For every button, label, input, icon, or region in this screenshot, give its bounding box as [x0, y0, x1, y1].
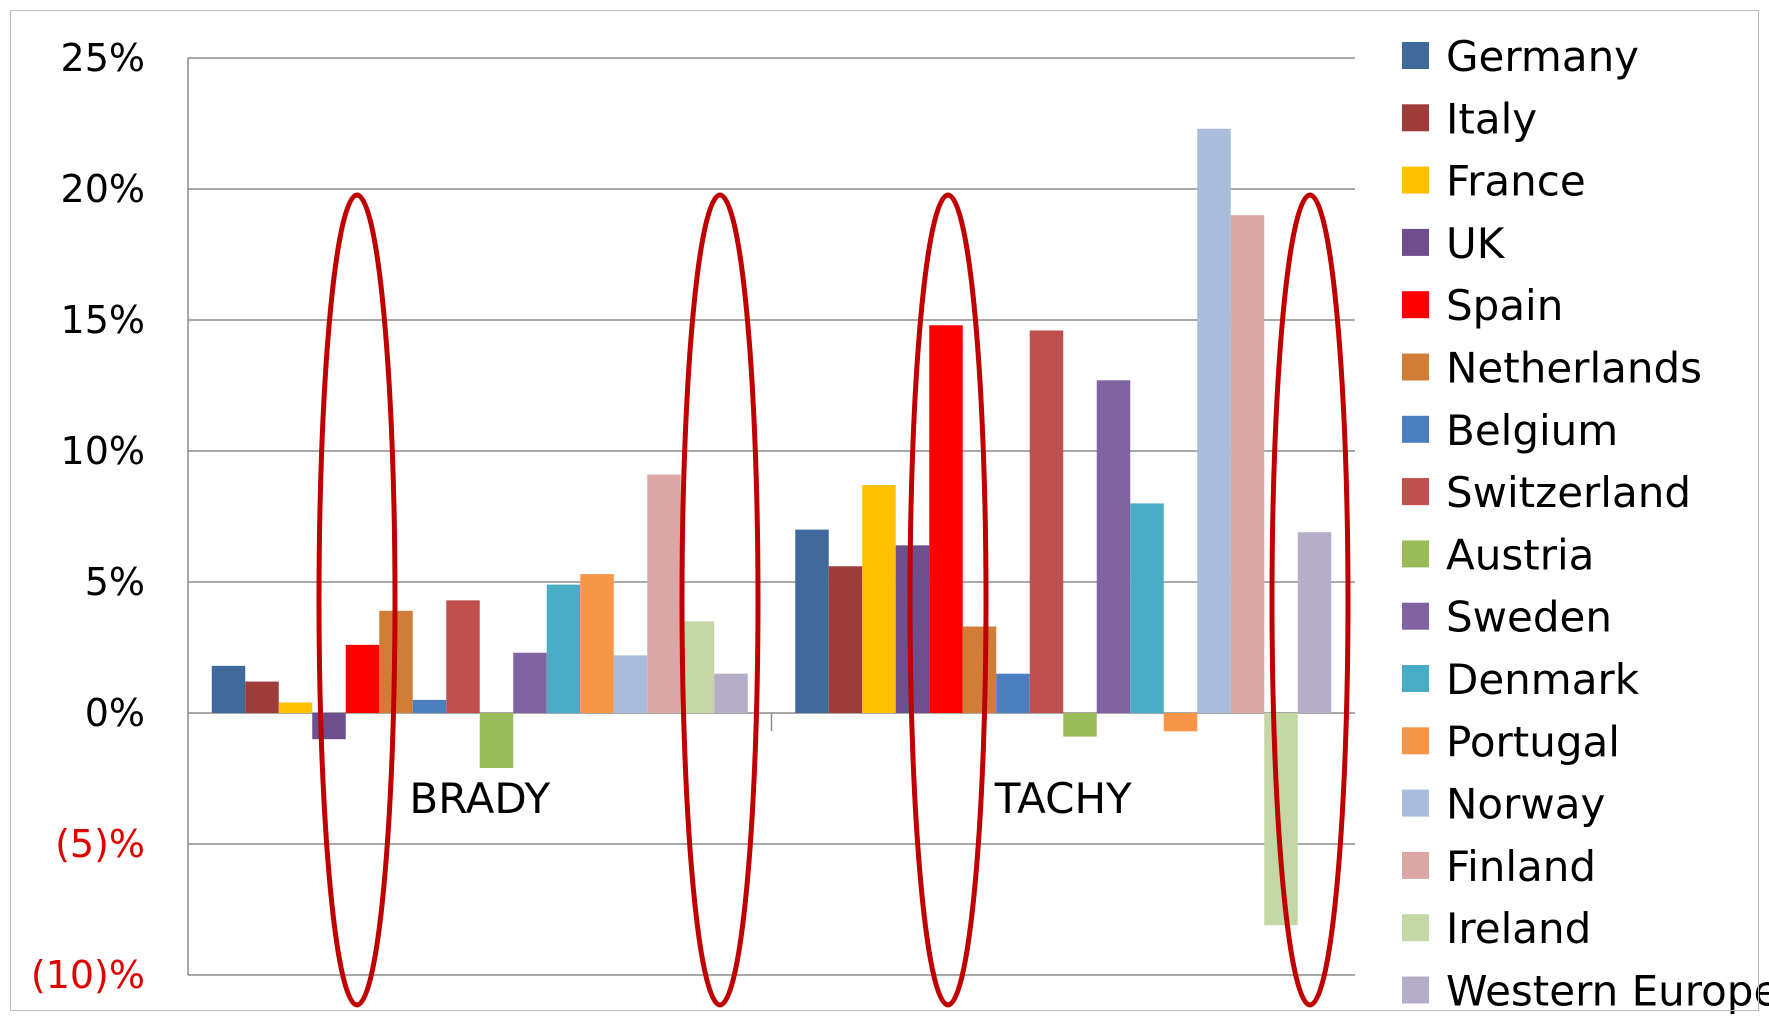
bar-tachy-switzerland — [1029, 330, 1064, 713]
bar-brady-austria — [479, 713, 514, 769]
legend-label: Switzerland — [1446, 468, 1691, 517]
bar-brady-uk — [312, 713, 346, 740]
bar-brady-france — [278, 702, 313, 713]
legend-swatch — [1402, 976, 1429, 1004]
bar-brady-switzerland — [446, 600, 480, 713]
legend-label: Finland — [1446, 842, 1596, 891]
gridlines — [187, 57, 1355, 976]
legend-swatch — [1402, 104, 1429, 132]
legend-label: France — [1446, 157, 1586, 206]
bar-brady-ireland — [680, 621, 715, 713]
y-tick-label: (10)% — [31, 953, 145, 997]
y-tick-label: 25% — [61, 36, 145, 80]
bar-brady-italy — [245, 681, 279, 713]
legend-label: Denmark — [1446, 655, 1640, 704]
bar-brady-norway — [613, 655, 648, 713]
highlight-ellipse-1 — [316, 192, 398, 1008]
bar-brady-denmark — [546, 584, 581, 713]
bar-brady-belgium — [412, 699, 447, 713]
bar-tachy-france — [862, 485, 896, 713]
legend-swatch — [1402, 166, 1429, 194]
legend-label: Austria — [1446, 530, 1594, 579]
legend-swatch — [1402, 727, 1429, 755]
legend-swatch — [1402, 789, 1429, 817]
legend-label: Portugal — [1446, 717, 1620, 766]
y-axis-ticks: 25% 20% 15% 10% 5% 0% (5)% (10)% — [31, 36, 145, 997]
legend-swatch — [1402, 415, 1429, 443]
legend-swatch — [1402, 602, 1429, 630]
highlight-ellipse-2 — [679, 192, 761, 1008]
legend-label: Belgium — [1446, 406, 1618, 455]
bar-tachy-netherlands — [962, 626, 997, 713]
bar-brady-germany — [211, 665, 246, 713]
bar-tachy-italy — [828, 566, 863, 713]
bar-tachy-portugal — [1163, 713, 1198, 732]
legend-label: Italy — [1446, 94, 1537, 143]
legend-label: Sweden — [1446, 593, 1612, 642]
y-tick-label: 10% — [61, 429, 145, 473]
bar-brady-sweden — [513, 652, 547, 713]
legend: Germany Italy France UK Spain Netherlands Belg… — [1402, 32, 1769, 1016]
legend-swatch — [1402, 665, 1429, 692]
bar-tachy-denmark — [1130, 503, 1164, 713]
y-tick-label: 0% — [85, 691, 145, 735]
legend-label: UK — [1446, 219, 1506, 268]
legend-label: Germany — [1446, 32, 1639, 81]
category-label-tachy: TACHY — [994, 774, 1132, 823]
y-tick-label: (5)% — [55, 822, 145, 866]
highlight-ellipses — [316, 192, 1351, 1008]
bar-brady-finland — [647, 474, 681, 713]
legend-swatch — [1402, 478, 1429, 506]
y-tick-label: 5% — [85, 560, 145, 604]
y-tick-label: 15% — [61, 298, 145, 342]
legend-swatch — [1402, 353, 1429, 381]
bar-tachy-germany — [795, 529, 829, 713]
bar-brady-portugal — [580, 574, 614, 713]
legend-label: Ireland — [1446, 904, 1591, 953]
legend-swatch — [1402, 42, 1429, 69]
legend-label: Norway — [1446, 780, 1605, 829]
legend-swatch — [1402, 540, 1429, 568]
legend-label: Western Europe — [1446, 967, 1769, 1016]
legend-swatch — [1402, 291, 1429, 319]
y-tick-label: 20% — [61, 167, 145, 211]
bar-tachy-norway — [1197, 128, 1231, 714]
bar-tachy-finland — [1230, 215, 1265, 713]
legend-label: Netherlands — [1446, 344, 1702, 393]
category-label-brady: BRADY — [409, 774, 550, 823]
bars — [211, 128, 1332, 926]
legend-label: Spain — [1446, 281, 1563, 330]
bar-tachy-austria — [1063, 713, 1097, 737]
legend-swatch — [1402, 914, 1429, 942]
bar-brady-spain — [345, 644, 380, 713]
bar-tachy-sweden — [1096, 380, 1131, 713]
category-labels: BRADY TACHY — [409, 774, 1132, 823]
legend-swatch — [1402, 851, 1429, 879]
highlight-ellipse-3 — [907, 192, 989, 1008]
bar-tachy-spain — [929, 325, 963, 713]
bar-tachy-ireland — [1264, 713, 1298, 926]
bar-tachy-western-europe — [1297, 532, 1332, 713]
bar-tachy-belgium — [996, 673, 1030, 713]
highlight-ellipse-4 — [1269, 192, 1351, 1008]
legend-swatch — [1402, 228, 1429, 256]
bar-brady-western-europe — [714, 673, 748, 713]
